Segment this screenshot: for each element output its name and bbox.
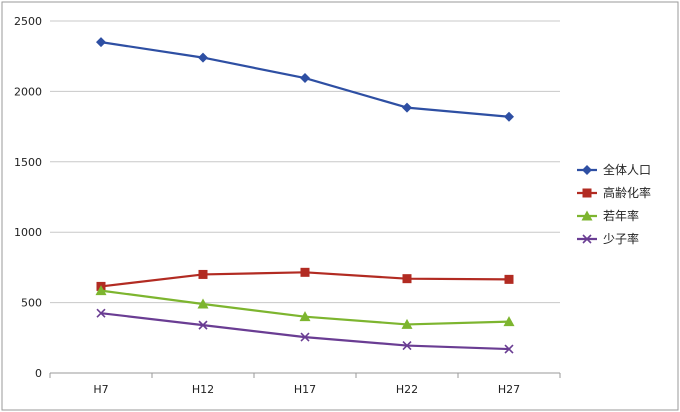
legend-marker bbox=[582, 188, 592, 198]
legend-label: 全体人口 bbox=[603, 162, 651, 177]
data-point bbox=[96, 308, 106, 318]
data-point bbox=[300, 73, 310, 84]
legend-label: 少子率 bbox=[603, 231, 639, 246]
series-0 bbox=[96, 37, 514, 122]
legend-entry: 高齢化率 bbox=[577, 185, 651, 200]
data-point bbox=[503, 316, 515, 327]
data-point bbox=[96, 37, 106, 48]
data-point bbox=[95, 285, 107, 296]
legend-marker bbox=[582, 234, 592, 244]
series-group bbox=[95, 37, 515, 354]
legend-label: 若年率 bbox=[603, 208, 639, 223]
legend-entry: 若年率 bbox=[577, 208, 639, 223]
legend-label: 高齢化率 bbox=[603, 185, 651, 200]
legend-entry: 全体人口 bbox=[577, 162, 651, 177]
data-point bbox=[198, 269, 208, 279]
y-tick-label: 500 bbox=[21, 297, 42, 310]
y-tick-label: 2000 bbox=[14, 85, 42, 98]
data-point bbox=[504, 111, 514, 122]
y-tick-label: 1500 bbox=[14, 156, 42, 169]
data-point bbox=[402, 102, 412, 113]
x-tick-label: H12 bbox=[192, 383, 214, 396]
data-point bbox=[198, 320, 208, 330]
series-2 bbox=[95, 285, 515, 329]
data-point bbox=[197, 298, 209, 309]
x-tick-label: H7 bbox=[93, 383, 108, 396]
y-tick-label: 2500 bbox=[14, 15, 42, 28]
series-3 bbox=[96, 308, 514, 354]
legend-marker bbox=[581, 210, 593, 221]
data-point bbox=[300, 267, 310, 277]
x-tick-label: H22 bbox=[396, 383, 418, 396]
x-tick-label: H27 bbox=[498, 383, 520, 396]
data-point bbox=[401, 318, 413, 329]
data-point bbox=[402, 340, 412, 351]
y-tick-label: 0 bbox=[35, 367, 42, 380]
data-point bbox=[198, 52, 208, 63]
gridlines bbox=[49, 20, 561, 378]
legend-marker bbox=[582, 165, 592, 175]
legend-entry: 少子率 bbox=[577, 231, 639, 246]
x-tick-label: H17 bbox=[294, 383, 316, 396]
data-point bbox=[402, 274, 412, 284]
x-axis-ticks: H7 H12 H17 H22 H27 bbox=[93, 383, 520, 396]
data-point bbox=[504, 344, 514, 354]
data-point bbox=[300, 332, 310, 342]
data-point bbox=[504, 274, 514, 284]
y-tick-label: 1000 bbox=[14, 226, 42, 239]
data-point bbox=[299, 311, 311, 322]
y-axis-ticks: 0 500 1000 1500 2000 2500 bbox=[14, 15, 42, 380]
